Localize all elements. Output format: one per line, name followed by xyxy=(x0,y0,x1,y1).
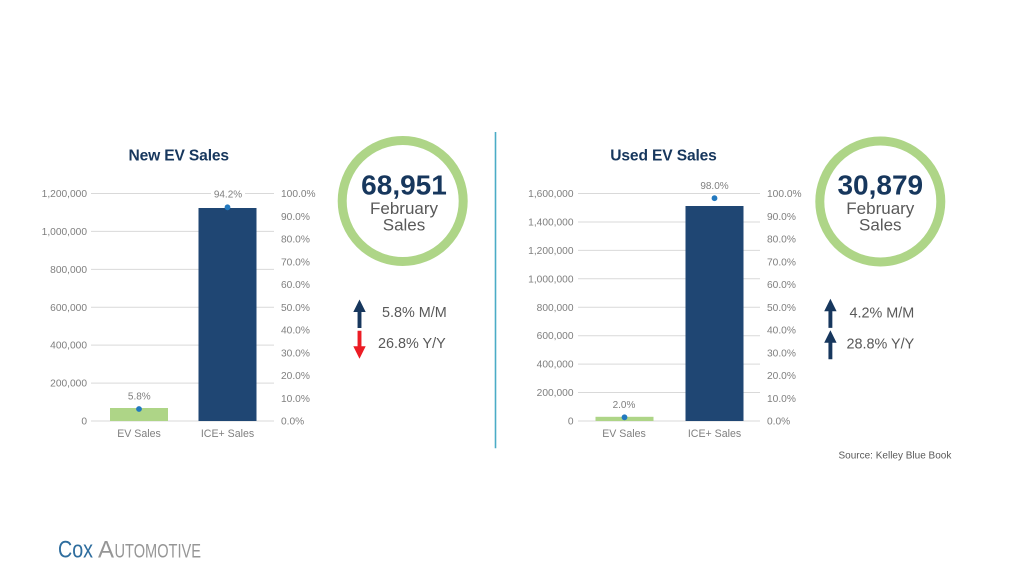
svg-text:30.0%: 30.0% xyxy=(767,348,796,359)
svg-text:100.0%: 100.0% xyxy=(767,189,802,200)
svg-text:98.0%: 98.0% xyxy=(700,181,728,192)
svg-text:20.0%: 20.0% xyxy=(767,371,796,382)
svg-text:80.0%: 80.0% xyxy=(767,235,796,246)
svg-text:1,000,000: 1,000,000 xyxy=(528,274,574,285)
svg-text:40.0%: 40.0% xyxy=(767,326,796,337)
svg-text:Cox: Cox xyxy=(58,537,93,564)
svg-text:EV Sales: EV Sales xyxy=(117,428,161,440)
svg-text:Source: Kelley Blue Book: Source: Kelley Blue Book xyxy=(839,451,953,462)
svg-text:UTOMOTIVE: UTOMOTIVE xyxy=(115,542,202,563)
svg-text:Sales: Sales xyxy=(383,216,426,235)
svg-text:68,951: 68,951 xyxy=(361,169,447,200)
svg-text:60.0%: 60.0% xyxy=(281,280,310,291)
svg-text:200,000: 200,000 xyxy=(537,388,574,399)
svg-text:0: 0 xyxy=(568,417,574,428)
svg-text:70.0%: 70.0% xyxy=(767,257,796,268)
svg-text:600,000: 600,000 xyxy=(537,331,574,342)
svg-text:50.0%: 50.0% xyxy=(281,303,310,314)
svg-text:February: February xyxy=(846,199,915,218)
svg-text:30,879: 30,879 xyxy=(837,169,923,200)
svg-text:February: February xyxy=(370,199,439,218)
svg-text:A: A xyxy=(98,537,114,564)
svg-text:100.0%: 100.0% xyxy=(281,189,316,200)
svg-text:1,200,000: 1,200,000 xyxy=(42,189,88,200)
svg-text:5.8% M/M: 5.8% M/M xyxy=(382,305,447,321)
svg-text:5.8%: 5.8% xyxy=(128,391,151,402)
svg-text:70.0%: 70.0% xyxy=(281,257,310,268)
svg-text:ICE+ Sales: ICE+ Sales xyxy=(688,428,741,440)
svg-text:0.0%: 0.0% xyxy=(281,417,304,428)
svg-text:28.8% Y/Y: 28.8% Y/Y xyxy=(847,337,915,353)
svg-text:40.0%: 40.0% xyxy=(281,326,310,337)
svg-text:1,000,000: 1,000,000 xyxy=(42,227,88,238)
svg-text:94.2%: 94.2% xyxy=(214,190,242,201)
svg-text:1,400,000: 1,400,000 xyxy=(528,217,574,228)
svg-text:2.0%: 2.0% xyxy=(613,400,636,411)
svg-text:Sales: Sales xyxy=(859,216,902,235)
svg-text:800,000: 800,000 xyxy=(50,265,87,276)
svg-text:10.0%: 10.0% xyxy=(767,394,796,405)
svg-text:600,000: 600,000 xyxy=(50,303,87,314)
svg-text:26.8% Y/Y: 26.8% Y/Y xyxy=(378,336,446,352)
svg-text:400,000: 400,000 xyxy=(537,360,574,371)
svg-text:200,000: 200,000 xyxy=(50,379,87,390)
svg-text:30.0%: 30.0% xyxy=(281,348,310,359)
svg-text:400,000: 400,000 xyxy=(50,341,87,352)
svg-text:10.0%: 10.0% xyxy=(281,394,310,405)
svg-text:0: 0 xyxy=(81,417,87,428)
svg-text:20.0%: 20.0% xyxy=(281,371,310,382)
svg-text:90.0%: 90.0% xyxy=(281,212,310,223)
svg-text:0.0%: 0.0% xyxy=(767,417,790,428)
svg-text:50.0%: 50.0% xyxy=(767,303,796,314)
svg-text:ICE+ Sales: ICE+ Sales xyxy=(201,428,254,440)
svg-text:1,600,000: 1,600,000 xyxy=(528,189,574,200)
svg-text:60.0%: 60.0% xyxy=(767,280,796,291)
svg-text:EV Sales: EV Sales xyxy=(602,428,646,440)
svg-text:New EV Sales: New EV Sales xyxy=(128,148,229,165)
svg-text:800,000: 800,000 xyxy=(537,303,574,314)
svg-text:4.2% M/M: 4.2% M/M xyxy=(850,305,915,321)
svg-text:90.0%: 90.0% xyxy=(767,212,796,223)
svg-text:Used EV Sales: Used EV Sales xyxy=(610,148,717,165)
svg-text:80.0%: 80.0% xyxy=(281,235,310,246)
svg-text:1,200,000: 1,200,000 xyxy=(528,246,574,257)
